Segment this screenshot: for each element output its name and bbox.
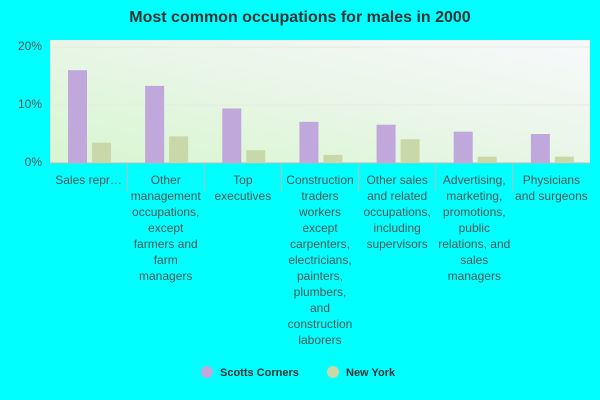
x-tick-label: Other management occupations, except far… [130, 173, 201, 283]
y-tick-label: 20% [18, 39, 42, 53]
legend-marker [201, 366, 213, 378]
bar [400, 139, 420, 163]
x-tick-label: Top executives [214, 173, 272, 203]
bar [376, 124, 396, 163]
bar [246, 150, 266, 163]
plot-area [50, 40, 590, 163]
bar [299, 121, 319, 163]
bar [68, 70, 87, 163]
x-tick-label: Sales repr… [55, 173, 122, 187]
x-tick-label: Physicians and surgeons [515, 173, 588, 203]
chart-title: Most common occupations for males in 200… [129, 9, 471, 26]
x-tick-label: Other sales and related occupations, inc… [363, 173, 431, 251]
bar [169, 136, 189, 163]
y-tick-label: 10% [18, 97, 42, 111]
legend-label: New York [346, 367, 396, 379]
x-tick-label: Advertising, marketing, promotions, publ… [438, 173, 511, 283]
y-tick-label: 0% [25, 155, 43, 169]
bar [477, 156, 497, 163]
bar [92, 142, 111, 163]
bar [145, 85, 165, 163]
x-tick-label: Construction traders workers except carp… [286, 173, 354, 347]
bar [323, 154, 343, 163]
bar [222, 108, 242, 163]
legend-label: Scotts Corners [220, 367, 299, 379]
bar [453, 131, 473, 163]
bar [554, 156, 574, 163]
bar [530, 134, 550, 163]
legend-marker [327, 366, 339, 378]
